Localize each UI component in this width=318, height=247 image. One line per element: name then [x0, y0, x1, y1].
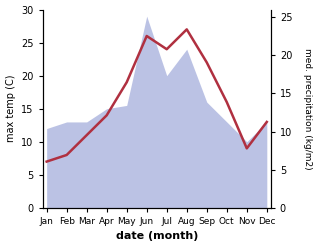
- Y-axis label: med. precipitation (kg/m2): med. precipitation (kg/m2): [303, 48, 313, 169]
- X-axis label: date (month): date (month): [115, 231, 198, 242]
- Y-axis label: max temp (C): max temp (C): [5, 75, 16, 143]
